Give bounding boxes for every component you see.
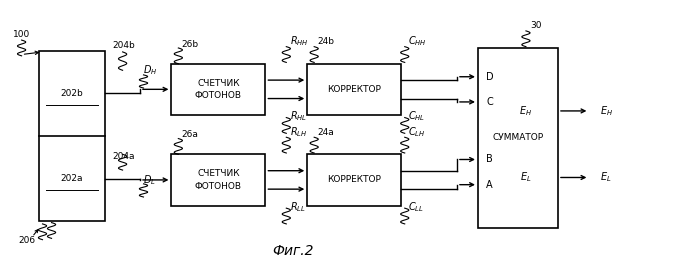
Text: $E_L$: $E_L$ [600, 171, 611, 184]
Text: 24a: 24a [318, 128, 334, 136]
Text: B: B [487, 154, 493, 164]
Text: $E_H$: $E_H$ [600, 104, 613, 118]
Text: $R_{HL}$: $R_{HL}$ [290, 109, 307, 123]
Text: СЧЕТЧИК: СЧЕТЧИК [197, 169, 239, 178]
Text: СУММАТОР: СУММАТОР [492, 133, 544, 142]
Text: КОРРЕКТОР: КОРРЕКТОР [327, 85, 381, 94]
Text: 24b: 24b [318, 37, 334, 46]
Text: D: D [487, 72, 494, 82]
Text: $R_{LH}$: $R_{LH}$ [290, 125, 307, 139]
Text: СЧЕТЧИК: СЧЕТЧИК [197, 79, 239, 88]
Text: $C_{LH}$: $C_{LH}$ [408, 125, 426, 139]
Text: C: C [487, 97, 493, 107]
Text: $D_H$: $D_H$ [144, 63, 158, 77]
Text: $R_{HH}$: $R_{HH}$ [290, 35, 309, 48]
Text: 100: 100 [13, 30, 30, 39]
Text: ФОТОНОВ: ФОТОНОВ [195, 91, 242, 100]
Text: КОРРЕКТОР: КОРРЕКТОР [327, 175, 381, 185]
Text: Фиг.2: Фиг.2 [272, 244, 314, 258]
Bar [307, 64, 401, 115]
Text: 30: 30 [530, 21, 542, 30]
Bar [172, 64, 265, 115]
Bar [172, 154, 265, 206]
Text: 26b: 26b [181, 40, 199, 49]
Text: A: A [487, 180, 493, 190]
Text: $C_{HH}$: $C_{HH}$ [408, 35, 427, 48]
Text: 204a: 204a [112, 152, 135, 162]
Text: $D_L$: $D_L$ [144, 173, 156, 187]
Bar [478, 48, 558, 228]
Text: 204b: 204b [112, 41, 135, 50]
Text: $R_{LL}$: $R_{LL}$ [290, 200, 306, 214]
Text: 26a: 26a [181, 130, 199, 139]
Bar [39, 51, 105, 221]
Text: $C_{HL}$: $C_{HL}$ [408, 109, 426, 123]
Text: 206: 206 [18, 237, 35, 246]
Text: $C_{LL}$: $C_{LL}$ [408, 200, 424, 214]
Text: $E_H$: $E_H$ [519, 104, 533, 118]
Text: $E_L$: $E_L$ [520, 171, 532, 184]
Text: 202a: 202a [61, 174, 83, 183]
Text: ФОТОНОВ: ФОТОНОВ [195, 182, 242, 191]
Text: 202b: 202b [61, 89, 84, 98]
Bar [307, 154, 401, 206]
